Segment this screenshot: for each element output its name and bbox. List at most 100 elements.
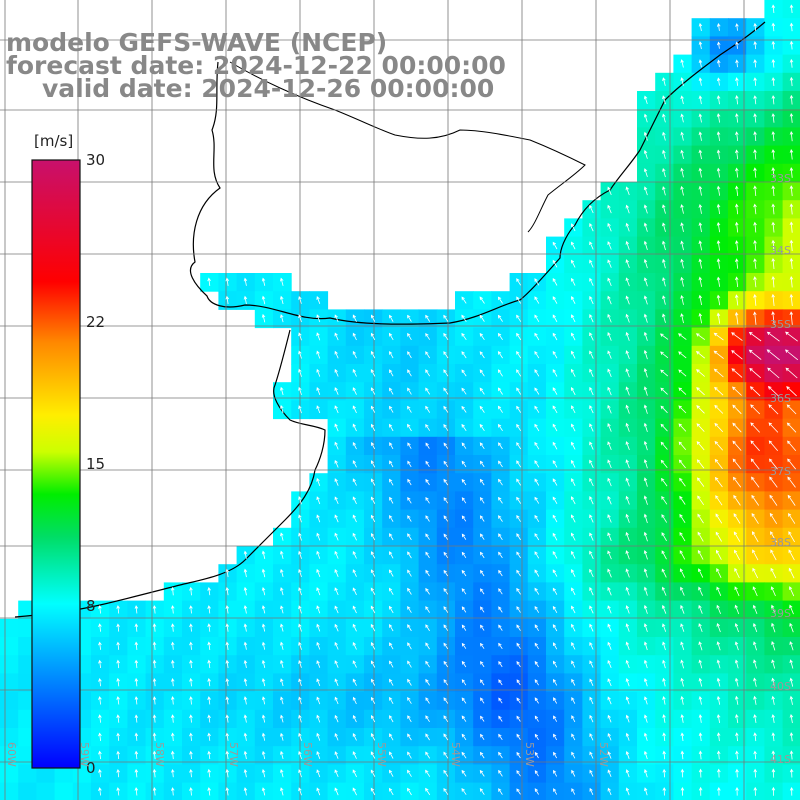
wind-arrow <box>750 404 761 415</box>
wind-arrow <box>316 550 321 559</box>
wind-arrow <box>371 442 376 450</box>
wind-arrow <box>479 787 485 795</box>
wind-arrow <box>225 787 230 796</box>
wind-arrow <box>461 533 467 540</box>
wind-arrow <box>443 424 449 431</box>
wind-arrow <box>425 787 431 796</box>
wind-arrow <box>389 350 394 359</box>
wind-arrow <box>735 276 739 288</box>
wind-arrow <box>571 314 576 323</box>
wind-cell <box>782 418 800 438</box>
wind-arrow <box>152 659 157 669</box>
wind-arrow <box>152 714 157 723</box>
wind-arrow <box>352 623 357 632</box>
wind-arrow <box>497 351 503 359</box>
wind-arrow <box>679 550 686 560</box>
wind-arrow <box>589 441 594 450</box>
wind-arrow <box>771 77 776 86</box>
wind-arrow <box>789 76 794 87</box>
wind-arrow <box>698 623 703 633</box>
wind-arrow <box>443 314 449 322</box>
wind-arrow <box>388 605 394 614</box>
wind-arrow <box>480 679 485 686</box>
wind-arrow <box>134 659 139 669</box>
wind-arrow <box>370 733 376 741</box>
wind-arrow <box>498 733 503 741</box>
wind-arrow <box>789 659 794 669</box>
wind-arrow <box>661 550 667 560</box>
wind-arrow <box>662 277 666 287</box>
wind-arrow <box>98 659 102 669</box>
wind-arrow <box>298 769 302 778</box>
wind-arrow <box>735 258 739 269</box>
wind-arrow <box>352 787 357 796</box>
wind-arrow <box>170 750 175 760</box>
wind-arrow <box>370 769 376 777</box>
wind-arrow <box>607 605 612 614</box>
wind-arrow <box>678 405 687 414</box>
wind-arrow <box>389 733 394 741</box>
wind-arrow <box>479 478 485 486</box>
wind-arrow <box>571 223 576 232</box>
wind-arrow <box>225 768 230 778</box>
wind-arrow <box>589 769 594 777</box>
wind-arrow <box>261 586 266 596</box>
wind-arrow <box>261 696 266 705</box>
wind-arrow <box>680 750 685 760</box>
wind-arrow <box>714 440 724 451</box>
wind-arrow <box>607 350 612 359</box>
wind-arrow <box>661 604 667 614</box>
wind-arrow <box>389 314 394 322</box>
wind-arrow <box>116 696 120 705</box>
wind-arrow <box>461 460 467 468</box>
wind-arrow <box>516 332 522 341</box>
wind-arrow <box>771 257 776 270</box>
wind-arrow <box>189 787 193 796</box>
wind-arrow <box>716 276 721 287</box>
wind-arrow <box>662 313 666 323</box>
wind-arrow <box>607 769 612 777</box>
wind-arrow <box>407 314 412 322</box>
wind-arrow <box>480 569 485 577</box>
longitude-label: 53W <box>523 742 536 767</box>
wind-cell <box>0 655 19 674</box>
wind-arrow <box>280 314 284 323</box>
wind-arrow <box>698 131 703 141</box>
wind-arrow <box>698 786 703 796</box>
wind-arrow <box>479 423 485 432</box>
wind-arrow <box>698 185 703 196</box>
wind-arrow <box>207 641 211 650</box>
wind-arrow <box>771 185 776 197</box>
wind-arrow <box>116 787 120 796</box>
wind-cell <box>782 291 800 310</box>
colorbar-tick-label: 22 <box>86 313 106 332</box>
wind-arrow <box>461 660 467 668</box>
wind-arrow <box>552 387 558 395</box>
wind-arrow <box>498 569 503 577</box>
wind-arrow <box>389 478 394 486</box>
wind-arrow <box>749 386 761 397</box>
wind-arrow <box>407 369 412 377</box>
wind-cell <box>782 18 800 37</box>
wind-arrow <box>643 295 648 305</box>
wind-arrow <box>370 569 376 577</box>
wind-arrow <box>243 659 248 668</box>
wind-arrow <box>516 387 522 395</box>
wind-arrow <box>735 185 739 196</box>
wind-arrow <box>735 713 739 724</box>
wind-arrow <box>660 423 668 432</box>
wind-arrow <box>625 732 630 741</box>
wind-arrow <box>225 732 230 741</box>
wind-arrow <box>698 149 703 160</box>
wind-arrow <box>516 278 522 286</box>
wind-arrow <box>425 733 430 741</box>
wind-arrow <box>679 531 686 542</box>
wind-arrow <box>589 678 594 686</box>
wind-arrow <box>643 204 648 214</box>
wind-arrow <box>171 641 175 650</box>
wind-arrow <box>768 404 779 415</box>
wind-arrow <box>280 641 284 650</box>
wind-cell <box>382 782 401 800</box>
wind-arrow <box>552 332 558 341</box>
wind-arrow <box>407 642 412 650</box>
